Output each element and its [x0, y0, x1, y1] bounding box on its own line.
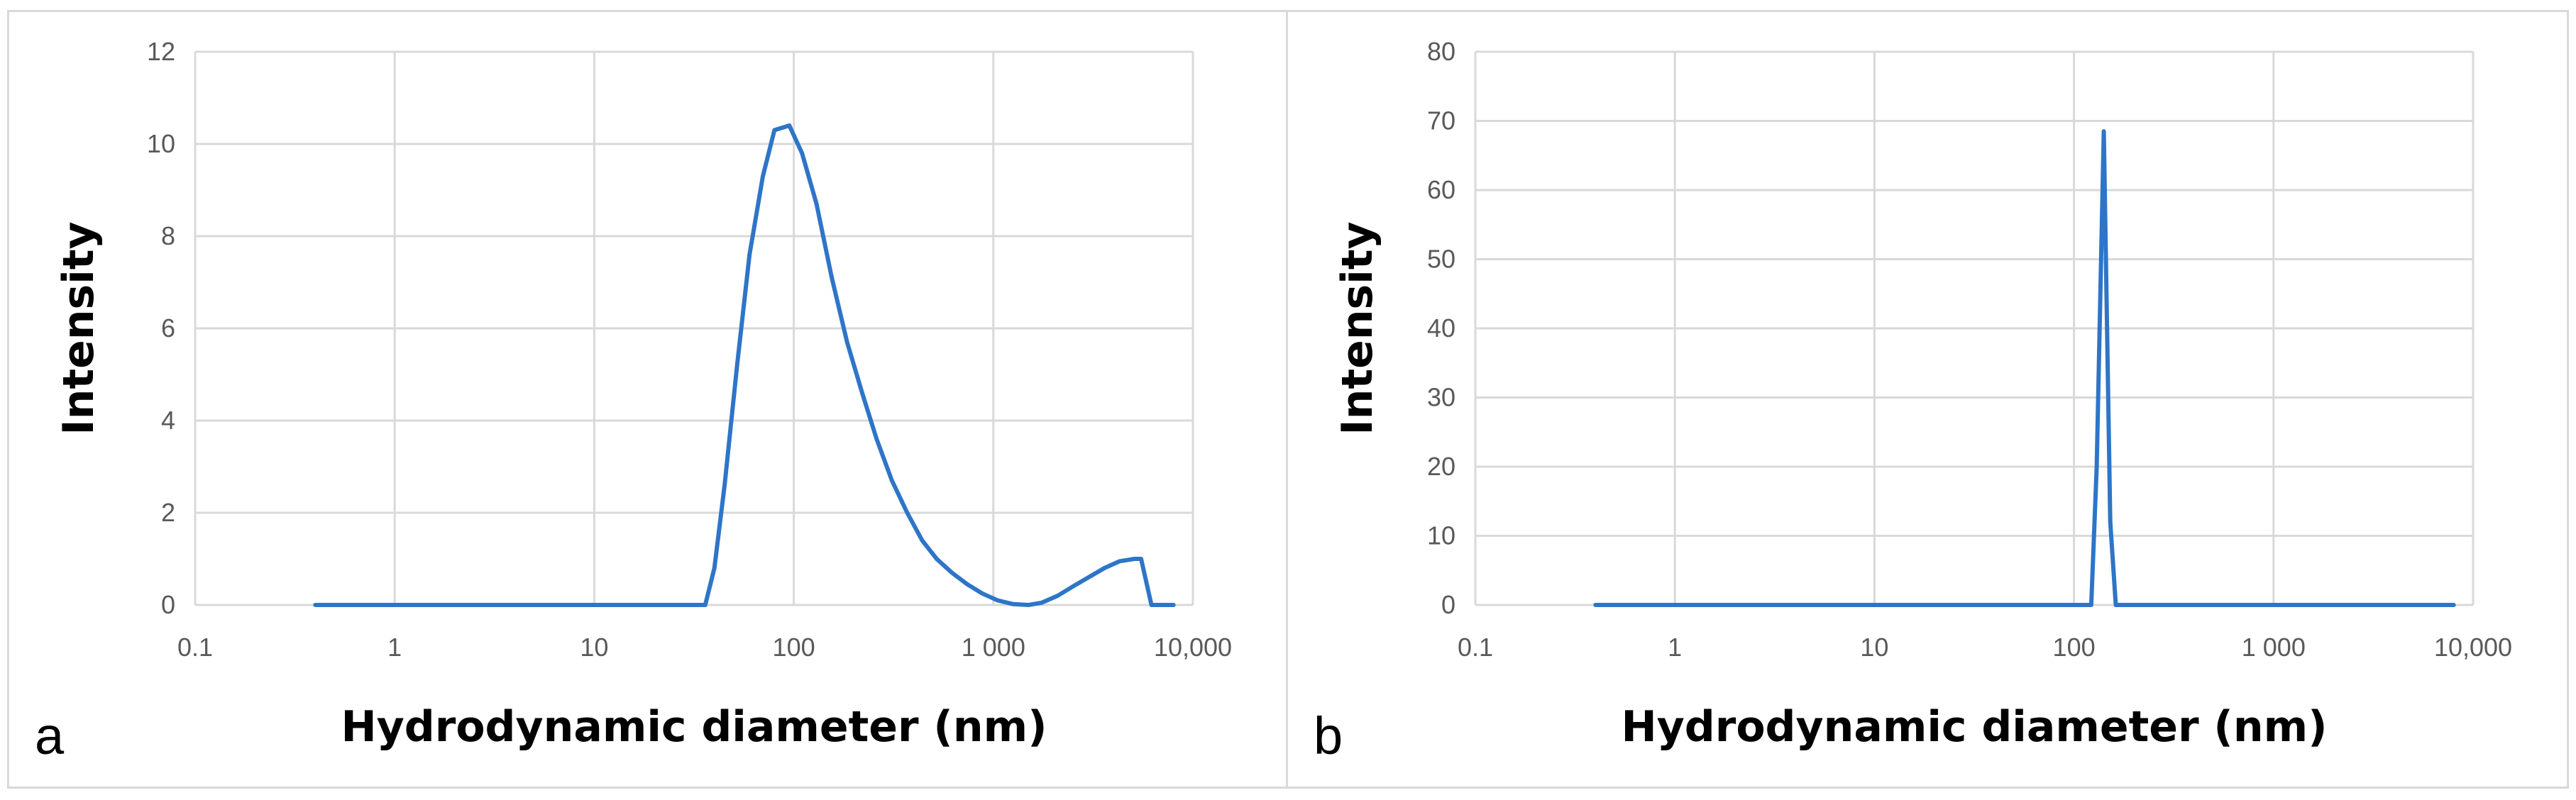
x-tick-label-a: 10	[580, 633, 608, 662]
y-tick-label-a: 12	[147, 37, 175, 66]
y-tick-label-a: 6	[161, 313, 175, 343]
y-tick-label-b: 70	[1427, 106, 1455, 135]
y-tick-label-b: 60	[1427, 175, 1455, 204]
y-tick-label-a: 2	[161, 498, 175, 527]
x-tick-label-a: 0.1	[177, 633, 213, 662]
panel-label-b: b	[1314, 706, 1343, 765]
y-tick-label-b: 80	[1427, 37, 1455, 66]
y-tick-label-a: 10	[147, 129, 175, 158]
x-tick-label-b: 10,000	[2434, 633, 2512, 662]
y-axis-title-a: Intensity	[54, 221, 104, 435]
y-tick-label-b: 10	[1427, 521, 1455, 550]
x-tick-label-b: 1 000	[2242, 633, 2306, 662]
chart-panel-a: 0 2 4 6 8 10 12 0.1 1 10 100 1 000 10,000 Hydrodynami…	[7, 10, 1289, 789]
y-tick-label-b: 0	[1441, 590, 1455, 619]
x-tick-label-b: 1	[1668, 633, 1682, 662]
x-tick-label-b: 0.1	[1458, 633, 1493, 662]
y-tick-label-b: 40	[1427, 313, 1455, 343]
data-line-a	[313, 123, 1176, 607]
y-tick-label-a: 0	[161, 590, 175, 619]
y-tick-label-a: 8	[161, 221, 175, 250]
x-tick-label-b: 100	[2053, 633, 2096, 662]
y-tick-label-a: 4	[161, 406, 175, 435]
x-tick-label-a: 1 000	[962, 633, 1025, 662]
y-tick-label-b: 30	[1427, 383, 1455, 412]
x-tick-label-a: 1	[387, 633, 402, 662]
x-tick-label-a: 100	[773, 633, 815, 662]
chart-panel-b: 0 10 20 30 40 50 60 70 80 0.1 1 10 100 1 000 10,000 Hyd…	[1286, 10, 2569, 789]
x-tick-label-b: 10	[1860, 633, 1888, 662]
x-tick-label-a: 10,000	[1154, 633, 1232, 662]
chart-b-plot: 0 10 20 30 40 50 60 70 80 0.1 1 10 100 1 000 10,000 Hyd…	[1333, 37, 2512, 752]
panel-label-a: a	[35, 706, 65, 765]
y-tick-label-b: 20	[1427, 452, 1455, 481]
y-tick-label-b: 50	[1427, 245, 1455, 274]
x-axis-title-b: Hydrodynamic diameter (nm)	[1621, 702, 2327, 752]
data-line-b	[1593, 129, 2456, 607]
x-axis-title-a: Hydrodynamic diameter (nm)	[341, 702, 1047, 752]
chart-a-plot: 0 2 4 6 8 10 12 0.1 1 10 100 1 000 10,000 Hydrodynami…	[54, 37, 1232, 752]
y-axis-title-b: Intensity	[1333, 221, 1382, 435]
